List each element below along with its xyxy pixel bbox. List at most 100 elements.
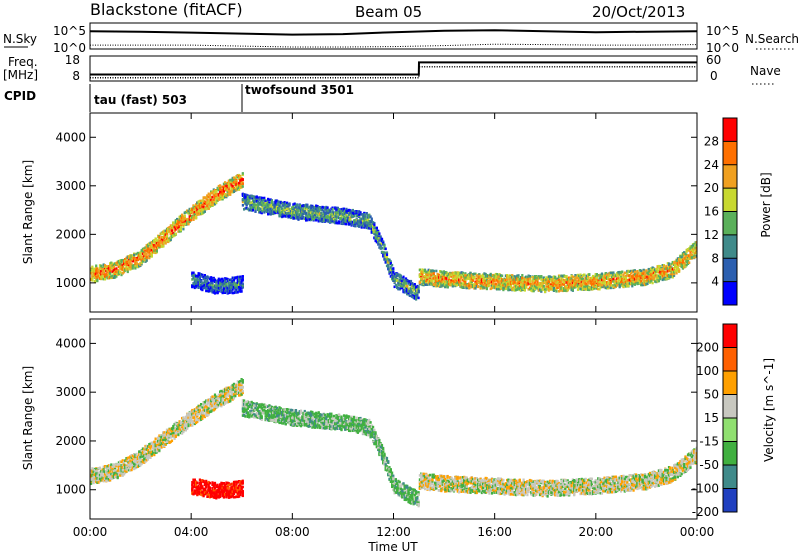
echo-cell — [538, 281, 542, 285]
echo-cell — [612, 285, 615, 289]
echo-cell — [493, 276, 496, 279]
echo-cell — [222, 192, 225, 195]
echo-cell — [583, 285, 586, 289]
echo-cell — [694, 241, 697, 244]
echo-cell — [474, 287, 477, 290]
echo-cell — [377, 231, 380, 234]
echo-cell — [463, 286, 466, 289]
echo-cell — [115, 261, 118, 265]
echo-cell — [210, 202, 213, 205]
echo-cell — [179, 218, 182, 222]
echo-cell — [306, 206, 309, 209]
echo-cell — [336, 215, 339, 218]
echo-cell — [423, 283, 427, 286]
echo-cell — [356, 210, 359, 214]
echo-cell — [110, 266, 113, 270]
echo-cell — [95, 269, 98, 273]
echo-cell — [348, 222, 351, 225]
echo-cell — [102, 272, 105, 275]
echo-cell — [360, 213, 363, 216]
echo-cell — [571, 288, 574, 291]
echo-cell — [337, 216, 341, 220]
echo-cell — [278, 210, 281, 214]
echo-cell — [231, 181, 234, 185]
echo-cell — [289, 216, 292, 220]
echo-cell — [595, 282, 598, 286]
echo-cell — [650, 267, 653, 271]
echo-cell — [275, 210, 279, 213]
echo-cell — [485, 281, 488, 284]
echo-cell — [279, 205, 282, 208]
echo-cell — [618, 285, 621, 289]
echo-cell — [685, 249, 688, 252]
echo-cell — [694, 255, 697, 258]
echo-cell — [695, 254, 697, 258]
echo-cell — [560, 278, 563, 282]
echo-cell — [379, 245, 382, 249]
echo-cell — [141, 247, 144, 251]
echo-cell — [331, 215, 334, 219]
echo-cell — [565, 281, 568, 284]
echo-cell — [409, 291, 413, 294]
echo-cell — [284, 213, 287, 217]
echo-cell — [269, 207, 272, 211]
echo-cell — [125, 266, 128, 269]
echo-cell — [298, 204, 301, 207]
echo-cell — [667, 276, 671, 280]
echo-cell — [281, 211, 284, 214]
echo-cell — [244, 207, 247, 210]
echo-cell — [434, 276, 437, 279]
echo-cell — [262, 198, 265, 202]
echo-cell — [502, 281, 505, 285]
echo-cell — [413, 285, 416, 289]
echo-cell — [533, 275, 537, 278]
echo-cell — [523, 283, 526, 287]
echo-cell — [253, 204, 256, 208]
echo-cell — [98, 277, 102, 280]
echo-cell — [111, 266, 114, 270]
echo-cell — [103, 273, 107, 277]
echo-cell — [406, 288, 409, 291]
echo-cell — [310, 206, 313, 210]
echo-cell — [146, 249, 150, 253]
echo-cell — [141, 252, 144, 256]
echo-cell — [446, 283, 449, 286]
echo-cell — [332, 211, 335, 214]
echo-cell — [322, 219, 325, 222]
echo-cell — [206, 194, 209, 197]
echo-cell — [207, 195, 210, 199]
echo-cell — [661, 264, 664, 267]
echo-cell — [191, 278, 194, 281]
echo-cell — [143, 254, 146, 258]
echo-cell — [425, 274, 428, 277]
echo-cell — [195, 203, 198, 206]
echo-cell — [499, 286, 502, 289]
echo-cell — [411, 282, 414, 285]
echo-cell — [394, 277, 397, 281]
echo-cell — [576, 282, 580, 286]
echo-cell — [342, 215, 346, 219]
echo-cell — [456, 283, 459, 286]
echo-cell — [273, 207, 276, 211]
echo-cell — [507, 276, 510, 279]
echo-cell — [393, 285, 396, 289]
echo-cell — [597, 274, 600, 277]
echo-cell — [143, 258, 146, 261]
echo-cell — [278, 204, 281, 207]
echo-cell — [254, 195, 257, 199]
echo-cell — [671, 275, 674, 279]
echo-cell — [398, 280, 401, 283]
echo-cell — [545, 276, 548, 279]
echo-cell — [191, 274, 194, 277]
echo-cell — [485, 285, 488, 289]
echo-cell — [311, 213, 314, 216]
echo-cell — [498, 287, 501, 291]
echo-cell — [623, 271, 626, 275]
echo-cell — [685, 255, 688, 258]
echo-cell — [183, 211, 186, 215]
echo-cell — [360, 226, 363, 229]
echo-cell — [641, 282, 644, 285]
echo-cell — [447, 273, 451, 276]
echo-cell — [221, 191, 224, 195]
echo-cell — [445, 274, 448, 277]
